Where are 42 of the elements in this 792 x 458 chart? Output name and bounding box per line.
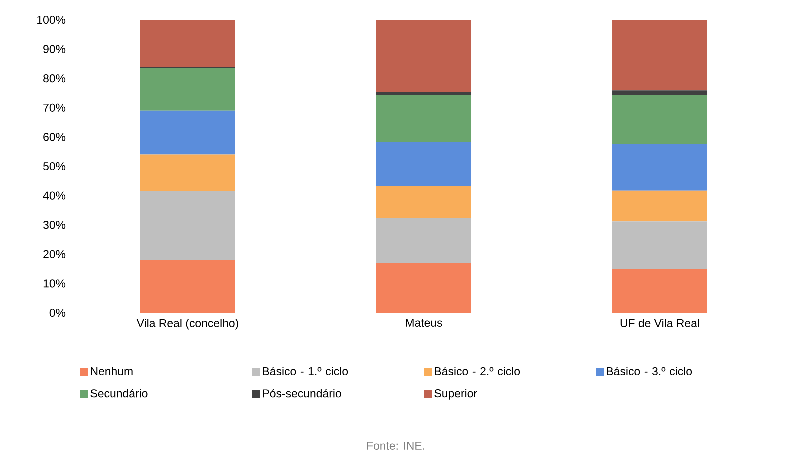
legend-label: Básico - 2.º ciclo [435,366,520,376]
y-tick-label: 90% [44,45,66,54]
bar [140,191,236,260]
bar [612,190,708,222]
bar [612,20,708,91]
y-tick-label: 60% [44,133,66,142]
y-tick-label: 70% [44,104,66,112]
bar [376,186,472,218]
legend-label: Básico - 3.º ciclo [607,366,692,376]
y-tick-label: 30% [43,221,66,230]
bar [376,95,472,142]
y-tick-label: 100% [38,16,66,24]
bar [140,68,236,111]
x-tick-label: Mateus [406,319,442,328]
bar [612,222,708,270]
source-note: Fonte: INE. [367,442,424,450]
bar [140,110,236,155]
bar [376,218,472,264]
y-tick-label: 0% [50,308,66,318]
y-tick-label: 40% [43,192,66,200]
y-tick-label: 80% [44,74,66,83]
bar [376,263,472,313]
bar [612,90,708,96]
bar [376,92,472,96]
legend-label: Superior [434,389,478,400]
bar [140,260,236,313]
bar [612,144,708,191]
x-tick-label: UF de Vila Real [620,319,700,328]
bar [612,269,708,313]
y-tick-label: 20% [44,250,66,258]
bar [612,95,708,144]
bar [376,20,472,92]
x-tick-label: Vila Real (concelho) [136,319,238,330]
legend-label: Básico - 1.º ciclo [263,366,348,376]
bar [140,20,236,68]
y-tick-label: 10% [44,280,66,288]
bar [376,142,472,186]
legend-label: Nenhum [91,367,133,376]
bar [140,154,236,192]
legend-label: Pós-secundário [263,389,342,398]
legend-label: Secundário [90,389,148,398]
y-tick-label: 50% [44,162,66,171]
